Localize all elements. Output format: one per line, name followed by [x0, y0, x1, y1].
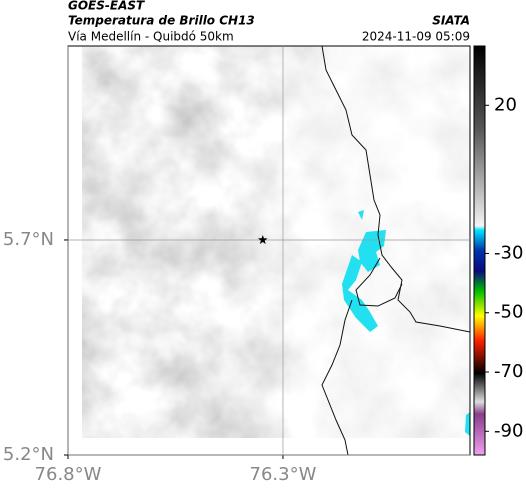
region: Vía Medellín - Quibdó 50km [68, 30, 234, 44]
y-tick-label: 5.7°N [3, 229, 54, 250]
location-marker [258, 235, 268, 244]
map-area [68, 46, 470, 455]
colorbar-tick-label: -70 [494, 361, 523, 382]
colorbar-tick-label: -30 [494, 242, 523, 263]
timestamp: 2024-11-09 05:09 [362, 30, 470, 44]
colorbar-tick-label: -50 [494, 302, 523, 323]
colorbar-tick-label: 20 [494, 94, 517, 115]
title: GOES-EAST [68, 0, 145, 13]
subtitle: Temperatura de Brillo CH13 [68, 14, 255, 28]
colorbar-tick-label: -90 [494, 420, 523, 441]
y-tick-label: 5.2°N [3, 444, 54, 465]
borders [321, 46, 470, 455]
x-tick-label: 76.3°W [250, 464, 317, 485]
brightness-fade [82, 46, 470, 438]
source: SIATA [432, 14, 470, 28]
colorbar [473, 45, 486, 456]
x-tick-label: 76.8°W [35, 464, 102, 485]
